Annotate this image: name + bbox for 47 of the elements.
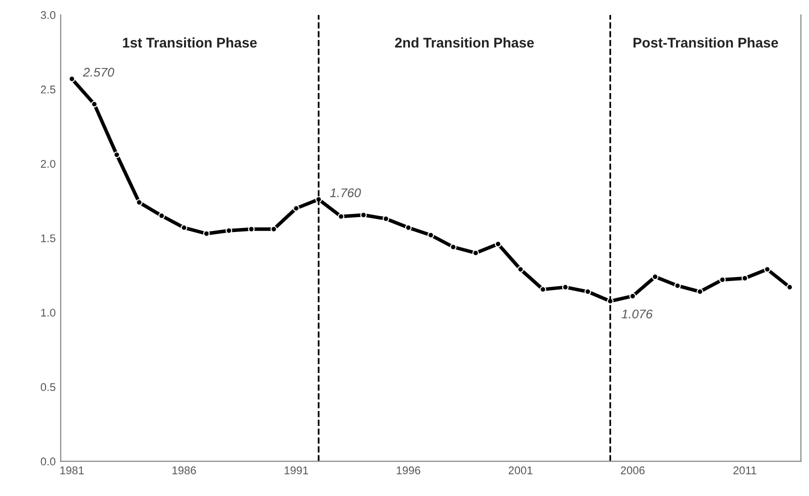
point: [629, 292, 636, 300]
annotation: 1.760: [330, 188, 361, 198]
point: [68, 76, 76, 82]
point: [248, 226, 255, 232]
point: [540, 286, 546, 293]
point: [91, 100, 98, 108]
point: [292, 205, 300, 212]
annotation: 2nd Transition Phase: [395, 37, 534, 48]
annotation: 1st Transition Phase: [122, 37, 257, 48]
point: [203, 230, 210, 237]
annotation: Post-Transition Phase: [634, 37, 778, 48]
y-tick-label: 3.0: [40, 11, 56, 20]
x-tick-label: 2006: [620, 466, 645, 474]
point: [136, 199, 142, 206]
x-tick-label: 1991: [284, 466, 308, 474]
point: [696, 288, 704, 295]
point: [764, 266, 771, 273]
y-tick-label: 1.5: [41, 234, 56, 242]
x-tick-label: 1986: [172, 466, 196, 474]
point: [226, 227, 232, 234]
point: [427, 232, 434, 238]
x-tick-label: 2001: [508, 466, 532, 474]
x-tick-label: 1996: [396, 466, 420, 474]
x-tick-label: 1981: [60, 466, 84, 474]
point: [584, 288, 592, 295]
y-tick-label: 1.0: [41, 308, 56, 317]
point: [472, 250, 479, 256]
point: [517, 266, 524, 273]
point: [450, 244, 457, 250]
point: [786, 284, 793, 290]
point: [674, 282, 681, 289]
point: [405, 224, 412, 231]
point: [338, 213, 344, 220]
point: [158, 212, 165, 220]
y-tick-label: 0.5: [40, 383, 56, 392]
y-tick-label: 2.0: [40, 160, 56, 168]
annotation: 2.570: [82, 68, 114, 77]
point: [360, 212, 367, 218]
point: [494, 240, 502, 248]
point: [270, 226, 278, 232]
annotation: 1.076: [622, 310, 653, 318]
y-tick-label: 2.5: [40, 86, 56, 94]
y-tick-label: 0.0: [40, 458, 56, 466]
point: [180, 224, 188, 231]
point: [562, 284, 569, 290]
point: [113, 151, 120, 158]
x-tick-label: 2011: [733, 466, 756, 474]
